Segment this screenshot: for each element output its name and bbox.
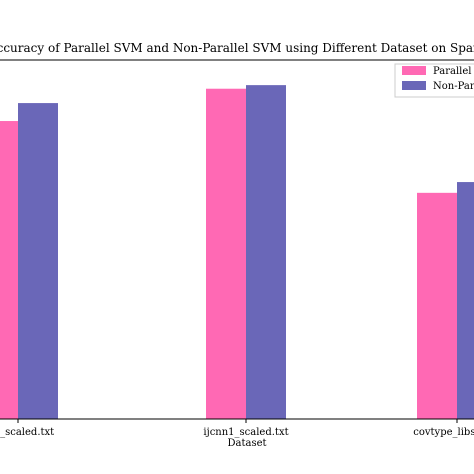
bar-nonparallel-1 xyxy=(246,85,286,419)
bar-parallel-0 xyxy=(0,121,18,419)
legend-swatch-nonparallel xyxy=(402,81,426,90)
bar-nonparallel-2 xyxy=(457,182,474,419)
x-tick-label-1: ijcnn1_scaled.txt xyxy=(203,427,288,438)
x-ticks: a9a_scaled.txt ijcnn1_scaled.txt covtype_l… xyxy=(0,419,474,438)
bar-parallel-2 xyxy=(417,192,457,419)
chart-title: Accuracy of Parallel SVM and Non-Paralle… xyxy=(0,41,474,55)
x-axis-label: Dataset xyxy=(227,438,266,449)
x-tick-label-0: a9a_scaled.txt xyxy=(0,427,54,438)
bar-nonparallel-0 xyxy=(18,103,58,419)
bar-parallel-1 xyxy=(206,88,246,419)
legend-swatch-parallel xyxy=(402,66,426,75)
legend: Parallel S Non-Para xyxy=(394,63,474,98)
legend-label-nonparallel: Non-Para xyxy=(433,81,474,92)
plot-area xyxy=(0,85,474,419)
legend-label-parallel: Parallel S xyxy=(433,66,474,77)
x-tick-label-2: covtype_libsvm_s xyxy=(413,427,474,438)
